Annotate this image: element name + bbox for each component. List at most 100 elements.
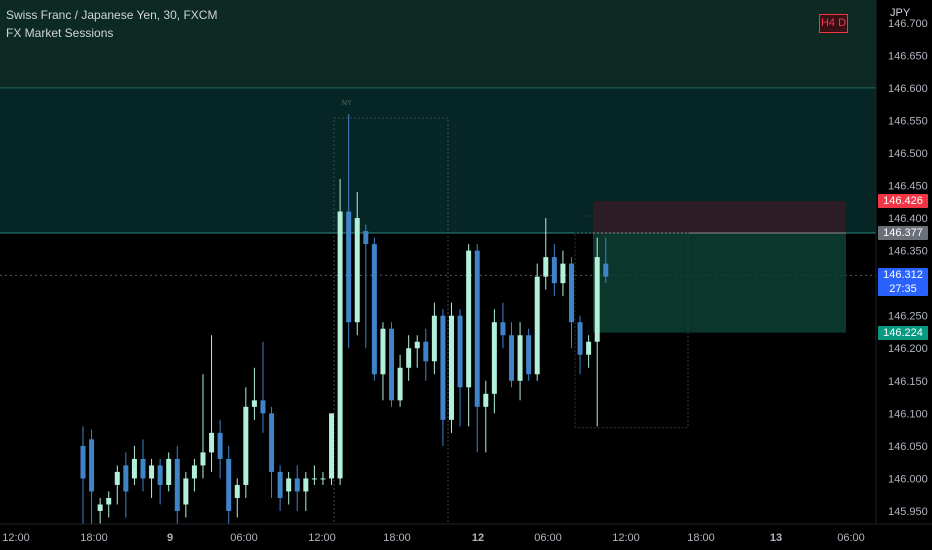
- time-tick-label: 18:00: [687, 532, 715, 544]
- candle-body: [526, 335, 532, 375]
- price-tick-label: 146.450: [888, 181, 928, 193]
- time-tick-label: 12:00: [612, 532, 640, 544]
- candle-body: [89, 439, 95, 492]
- candle-body: [406, 348, 412, 368]
- candle-body: [466, 250, 472, 388]
- candle-body: [166, 458, 172, 485]
- time-tick-label: 18:00: [383, 532, 411, 544]
- candle-body: [200, 452, 206, 466]
- upper-zone: [0, 0, 876, 88]
- price-range-box: [574, 232, 689, 429]
- candle-body: [603, 263, 609, 277]
- candle-body: [551, 257, 557, 284]
- candle-body: [560, 263, 566, 284]
- candle-body: [234, 484, 240, 498]
- price-tick-label: 145.950: [888, 506, 928, 518]
- price-tag-value: 146.426: [883, 195, 923, 208]
- price-tick-label: 146.250: [888, 311, 928, 323]
- candle-body: [157, 465, 163, 485]
- candle-body: [286, 478, 292, 492]
- candle-body: [260, 400, 266, 414]
- price-tick-label: 146.050: [888, 441, 928, 453]
- price-tick-label: 146.550: [888, 115, 928, 127]
- price-tick-label: 146.000: [888, 473, 928, 485]
- candle-body: [389, 328, 395, 401]
- candle-body: [269, 413, 275, 472]
- ny-session-label: NY: [342, 100, 352, 107]
- candle-body: [191, 465, 197, 479]
- candle-body: [277, 471, 283, 498]
- candle-body: [449, 315, 455, 420]
- time-tick-label: 18:00: [80, 532, 108, 544]
- time-tick-label: 06:00: [534, 532, 562, 544]
- candle-body: [106, 497, 112, 505]
- time-tick-label: 12: [472, 532, 484, 544]
- candle-body: [397, 367, 403, 401]
- candle-body: [311, 478, 317, 480]
- price-tick-label: 146.350: [888, 246, 928, 258]
- price-tick-label: 146.200: [888, 343, 928, 355]
- symbol-title[interactable]: Swiss Franc / Japanese Yen, 30, FXCM: [6, 8, 218, 22]
- candle-body: [294, 478, 300, 492]
- price-tag-value: 146.377: [883, 227, 923, 240]
- timeframe-badge[interactable]: H4 D: [819, 14, 848, 33]
- price-tag-entry: 146.377: [878, 226, 928, 241]
- candle-body: [509, 335, 514, 381]
- candle-body: [217, 432, 223, 459]
- price-tick-label: 146.400: [888, 213, 928, 225]
- candle-body: [517, 335, 523, 381]
- candle-body: [483, 393, 489, 407]
- candle-body: [534, 276, 540, 375]
- candle-body: [140, 458, 146, 479]
- candle-body: [174, 458, 180, 511]
- candle-body: [568, 263, 574, 323]
- candle-body: [337, 211, 343, 479]
- chart-legend: Swiss Franc / Japanese Yen, 30, FXCM FX …: [6, 6, 217, 42]
- candle-body: [131, 458, 137, 479]
- candle-body: [320, 478, 326, 480]
- candle-body: [491, 322, 497, 394]
- time-tick-label: 12:00: [308, 532, 336, 544]
- candle-body: [380, 328, 386, 375]
- candle-body: [329, 413, 335, 479]
- candle-body: [440, 315, 446, 420]
- candle-body: [371, 244, 377, 375]
- candle-body: [354, 218, 360, 323]
- candle-body: [363, 231, 369, 245]
- candle-body: [423, 341, 429, 362]
- currency-label: JPY: [890, 7, 911, 19]
- price-tag-value: 146.312: [883, 269, 923, 282]
- candle-body: [303, 478, 309, 492]
- indicator-name[interactable]: FX Market Sessions: [6, 26, 114, 40]
- take-profit-zone: [593, 233, 846, 333]
- stop-loss-zone: [593, 201, 846, 234]
- price-tick-label: 146.150: [888, 376, 928, 388]
- price-tag-last: 146.312 27:35: [878, 268, 928, 297]
- candle-body: [209, 432, 215, 453]
- candle-body: [226, 458, 232, 511]
- candle-body: [97, 504, 103, 511]
- time-tick-label: 13: [770, 532, 782, 544]
- bar-countdown: 27:35: [889, 283, 917, 296]
- candle-body: [114, 471, 120, 485]
- candle-body: [431, 315, 437, 362]
- time-axis-panel: [0, 524, 932, 550]
- time-tick-label: 06:00: [837, 532, 865, 544]
- price-tick-label: 146.500: [888, 148, 928, 160]
- candle-body: [251, 400, 257, 407]
- candle-body: [457, 315, 463, 388]
- candle-body: [149, 465, 155, 479]
- time-tick-label: 06:00: [230, 532, 258, 544]
- candle-body: [474, 250, 480, 407]
- candle-body: [123, 465, 129, 492]
- candle-body: [183, 478, 189, 505]
- time-tick-label: 12:00: [2, 532, 30, 544]
- candle-body: [346, 211, 352, 323]
- candle-body: [586, 341, 592, 355]
- candle-body: [80, 445, 86, 479]
- candle-body: [500, 322, 506, 336]
- price-tick-label: 146.100: [888, 408, 928, 420]
- candle-body: [243, 406, 249, 485]
- price-tick-label: 146.600: [888, 83, 928, 95]
